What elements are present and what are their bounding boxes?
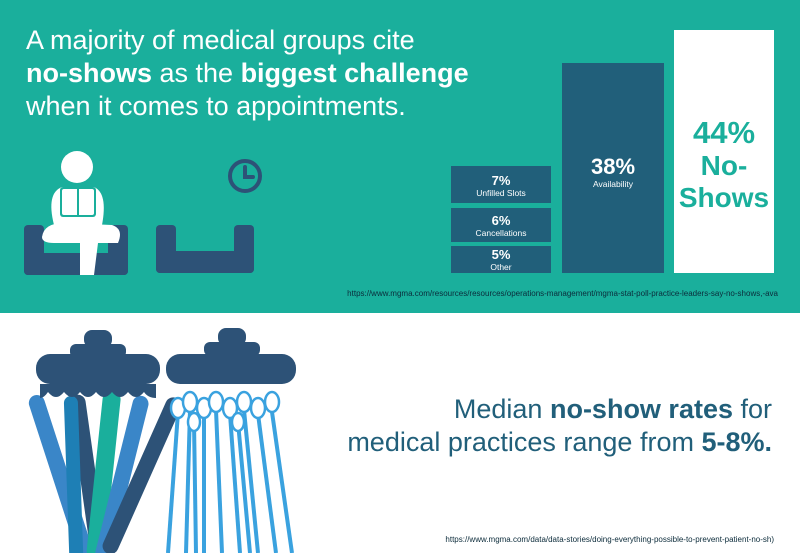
tongue-depressors — [28, 390, 182, 553]
headline-emph-challenge: biggest challenge — [240, 58, 469, 88]
statement-emph: no-show rates — [549, 394, 733, 424]
noshow-value: 44% — [692, 115, 756, 150]
stat-unfilled-slots: 7% Unfilled Slots — [451, 166, 551, 203]
stat-value: 5% — [491, 247, 511, 262]
clock-icon — [228, 159, 262, 193]
top-panel: A majority of medical groups cite no-sho… — [0, 0, 800, 313]
noshow-label-line1: No- — [700, 150, 748, 181]
stat-label: Other — [490, 262, 512, 272]
statement-post: for — [732, 394, 772, 424]
stat-value: 7% — [491, 173, 511, 188]
person-reading-icon — [24, 151, 128, 275]
headline-mid: as the — [152, 58, 241, 88]
stat-value: 38% — [590, 154, 636, 179]
statement-range: 5-8%. — [701, 427, 772, 457]
source-link-2[interactable]: https://www.mgma.com/data/data-stories/d… — [445, 535, 774, 544]
stat-label: Availability — [592, 179, 633, 189]
statement-line2: medical practices range from — [347, 427, 702, 457]
noshow-label-line2: Shows — [678, 182, 770, 213]
headline-emph-noshows: no-shows — [26, 58, 152, 88]
stat-availability: 38% Availability — [562, 63, 664, 273]
headline-line3: when it comes to appointments. — [26, 91, 406, 121]
stat-other: 5% Other — [451, 246, 551, 273]
stat-label: Unfilled Slots — [476, 188, 526, 198]
stat-no-shows: 44% No- Shows — [674, 30, 774, 273]
cotton-swabs — [166, 390, 294, 553]
chair-icon — [156, 225, 254, 273]
stat-value: 6% — [491, 213, 511, 228]
no-show-rate-statement: Median no-show rates for medical practic… — [340, 393, 772, 459]
headline: A majority of medical groups cite no-sho… — [26, 24, 506, 123]
statement-pre: Median — [453, 394, 550, 424]
headline-line1: A majority of medical groups cite — [26, 25, 415, 55]
source-link-1[interactable]: https://www.mgma.com/resources/resources… — [347, 289, 778, 298]
stat-cancellations: 6% Cancellations — [451, 208, 551, 242]
jar-icon — [28, 328, 296, 553]
stat-label: Cancellations — [475, 228, 527, 238]
